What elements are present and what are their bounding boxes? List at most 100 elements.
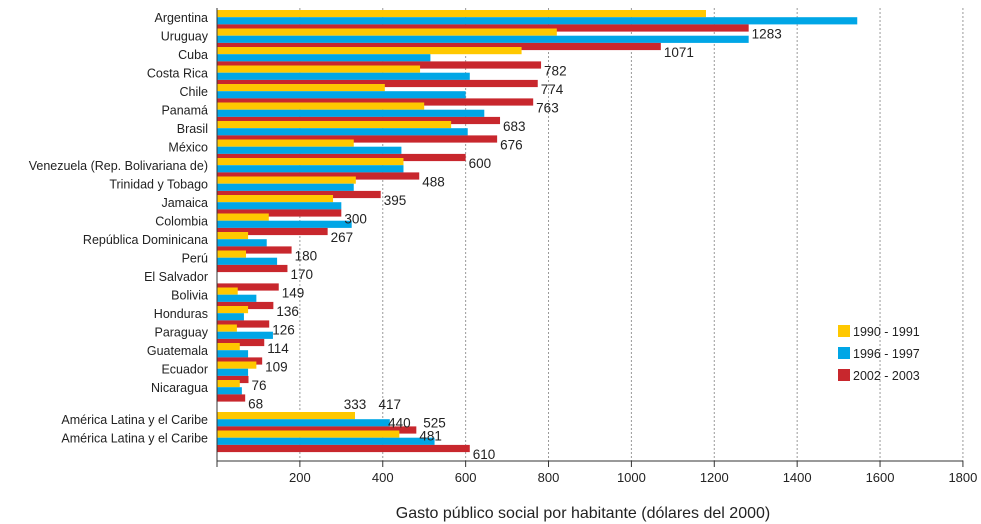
legend-swatch [838,347,850,359]
category-label: Perú [182,252,208,266]
x-tick-label: 1200 [700,470,729,485]
data-label: 333 [344,397,367,412]
bar [217,102,425,110]
bar [217,61,542,69]
bar [217,444,470,453]
bar [217,35,749,43]
data-label: 610 [473,447,496,462]
category-label: Guatemala [147,344,208,358]
bar [217,24,749,32]
bar [217,72,470,80]
category-labels: Argentina Uruguay Cuba Costa Rica Chile Panam… [29,11,209,446]
data-label: 1071 [664,45,694,60]
x-axis-title: Gasto público social por habitante (dóla… [396,505,770,522]
legend-label: 2002 - 2003 [853,369,920,383]
category-label: América Latina y el Caribe [61,413,208,427]
category-label: Jamaica [161,196,208,210]
category-label: Bolivia [171,289,208,303]
bar [217,357,263,365]
bar [217,437,435,445]
bar [217,116,501,125]
bar [217,28,557,36]
data-label: 76 [251,378,266,393]
bar [217,213,269,221]
bar [217,361,257,369]
data-label: 126 [272,323,295,338]
grid-lines [299,8,964,461]
bar [217,426,417,434]
bar [217,313,244,321]
category-label: Nicaragua [151,381,208,395]
category-label: Cuba [178,48,208,62]
bar [217,412,355,420]
data-label: 267 [331,230,354,245]
bar [217,10,706,18]
bar [217,380,240,388]
data-label: 68 [248,397,263,412]
bar [217,324,237,332]
bar [217,42,661,51]
data-label: 774 [541,82,564,97]
data-label: 300 [344,212,367,227]
bar [217,287,238,295]
bar [217,128,468,136]
bar [217,331,273,339]
bar [217,430,400,438]
x-tick-label: 1000 [617,470,646,485]
bar [217,98,534,106]
data-labels: 1283 1071 782 774 763 683 676 600 488 395 300 267 18… [248,27,782,463]
data-label: 170 [290,267,313,282]
bar [217,183,354,191]
x-tick-label: 1600 [866,470,895,485]
bars [217,10,858,453]
data-label: 1283 [752,27,782,42]
data-label: 417 [379,397,402,412]
bar [217,17,858,25]
bar [217,135,498,143]
bar [217,250,247,258]
data-label: 395 [384,193,407,208]
bar [217,153,466,162]
bar [217,146,402,154]
category-label: Costa Rica [147,67,208,81]
category-label: Colombia [155,215,208,229]
bar [217,419,390,427]
x-tick-label: 200 [289,470,311,485]
bar [217,54,431,62]
x-axis: 200 400 600 800 1000 1200 1400 1600 1800 [216,8,977,485]
bar [217,294,257,302]
data-label: 676 [500,138,523,153]
bar [217,338,265,347]
category-label: Argentina [154,11,208,25]
bar [217,91,466,99]
bar [217,375,249,384]
bar [217,264,288,273]
legend-label: 1996 - 1997 [853,347,920,361]
bar [217,320,270,328]
bar [217,139,354,147]
bar [217,84,385,92]
x-tick-label: 1800 [948,470,977,485]
bar [217,121,452,129]
data-label: 600 [469,156,492,171]
x-tick-label: 800 [538,470,560,485]
data-label: 136 [276,304,299,319]
bar [217,301,274,310]
category-label: Trinidad y Tobago [109,178,208,192]
category-label: República Dominicana [83,233,208,247]
bar [217,387,242,395]
category-label: México [168,141,208,155]
bar [217,283,279,291]
category-label: Panamá [161,104,208,118]
data-label: 180 [295,249,318,264]
bar [217,232,249,240]
category-label: Uruguay [161,30,209,44]
data-label: 488 [422,175,445,190]
bar [217,368,249,376]
bar [217,343,240,351]
x-tick-label: 400 [372,470,394,485]
category-label: Brasil [177,122,208,136]
bar [217,209,342,217]
category-label: Paraguay [154,326,208,340]
